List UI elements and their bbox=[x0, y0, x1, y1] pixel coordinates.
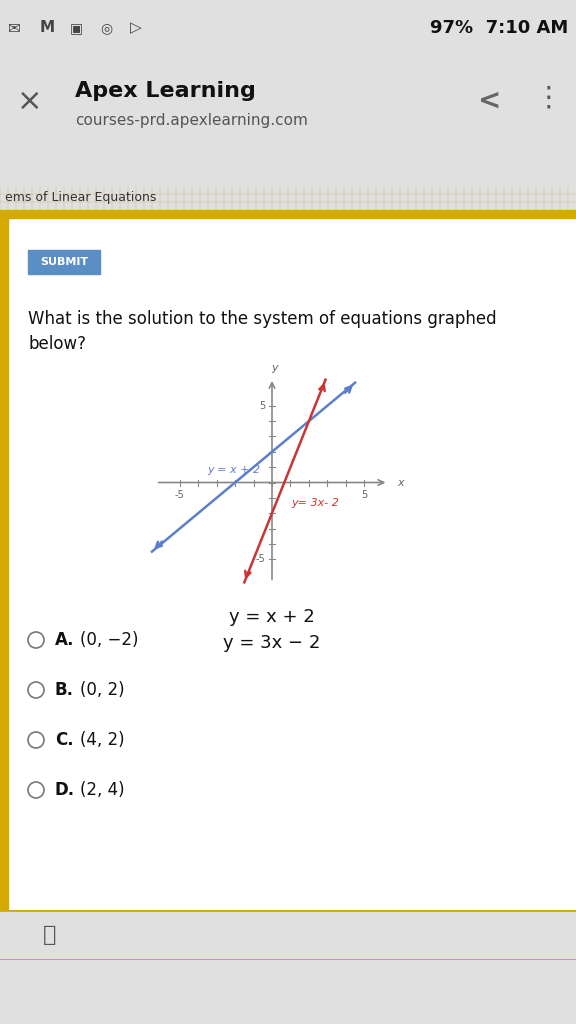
Bar bbox=[0, 210, 8, 910]
Circle shape bbox=[28, 632, 44, 648]
Bar bbox=[28, 250, 100, 274]
Text: 5: 5 bbox=[361, 489, 367, 500]
Text: -5: -5 bbox=[175, 489, 184, 500]
Text: courses-prd.apexlearning.com: courses-prd.apexlearning.com bbox=[75, 114, 308, 128]
Bar bbox=[8, 210, 576, 218]
Text: y= 3x- 2: y= 3x- 2 bbox=[291, 498, 339, 508]
Text: 5: 5 bbox=[259, 400, 265, 411]
Text: A.: A. bbox=[55, 631, 74, 649]
Text: ▣: ▣ bbox=[70, 22, 83, 35]
Text: SUBMIT: SUBMIT bbox=[40, 257, 88, 267]
Text: ⋮: ⋮ bbox=[534, 84, 562, 112]
Text: What is the solution to the system of equations graphed
below?: What is the solution to the system of eq… bbox=[28, 310, 497, 353]
Circle shape bbox=[28, 782, 44, 798]
Text: y = x + 2: y = x + 2 bbox=[207, 465, 260, 475]
Text: ems of Linear Equations: ems of Linear Equations bbox=[5, 191, 156, 205]
Text: C.: C. bbox=[55, 731, 74, 749]
Text: (2, 4): (2, 4) bbox=[80, 781, 124, 799]
Text: y = x + 2: y = x + 2 bbox=[229, 608, 315, 626]
Text: ×: × bbox=[17, 86, 43, 116]
Text: y = 3x − 2: y = 3x − 2 bbox=[223, 634, 321, 652]
Text: (0, −2): (0, −2) bbox=[80, 631, 138, 649]
Text: ▷: ▷ bbox=[130, 20, 142, 36]
Text: 97%  7:10 AM: 97% 7:10 AM bbox=[430, 19, 568, 37]
Text: 🖨: 🖨 bbox=[43, 925, 56, 945]
Text: M: M bbox=[40, 20, 55, 36]
Text: x: x bbox=[397, 477, 404, 487]
Text: -5: -5 bbox=[255, 554, 265, 564]
Text: y: y bbox=[272, 362, 278, 373]
Circle shape bbox=[28, 732, 44, 748]
Text: Apex Learning: Apex Learning bbox=[75, 81, 256, 101]
Text: ◎: ◎ bbox=[100, 22, 112, 35]
Circle shape bbox=[28, 682, 44, 698]
Text: <: < bbox=[478, 87, 502, 115]
Text: D.: D. bbox=[55, 781, 75, 799]
Bar bbox=[152, 375, 392, 590]
Text: ✉: ✉ bbox=[8, 20, 21, 36]
Text: (4, 2): (4, 2) bbox=[80, 731, 124, 749]
Text: B.: B. bbox=[55, 681, 74, 699]
Text: (0, 2): (0, 2) bbox=[80, 681, 124, 699]
